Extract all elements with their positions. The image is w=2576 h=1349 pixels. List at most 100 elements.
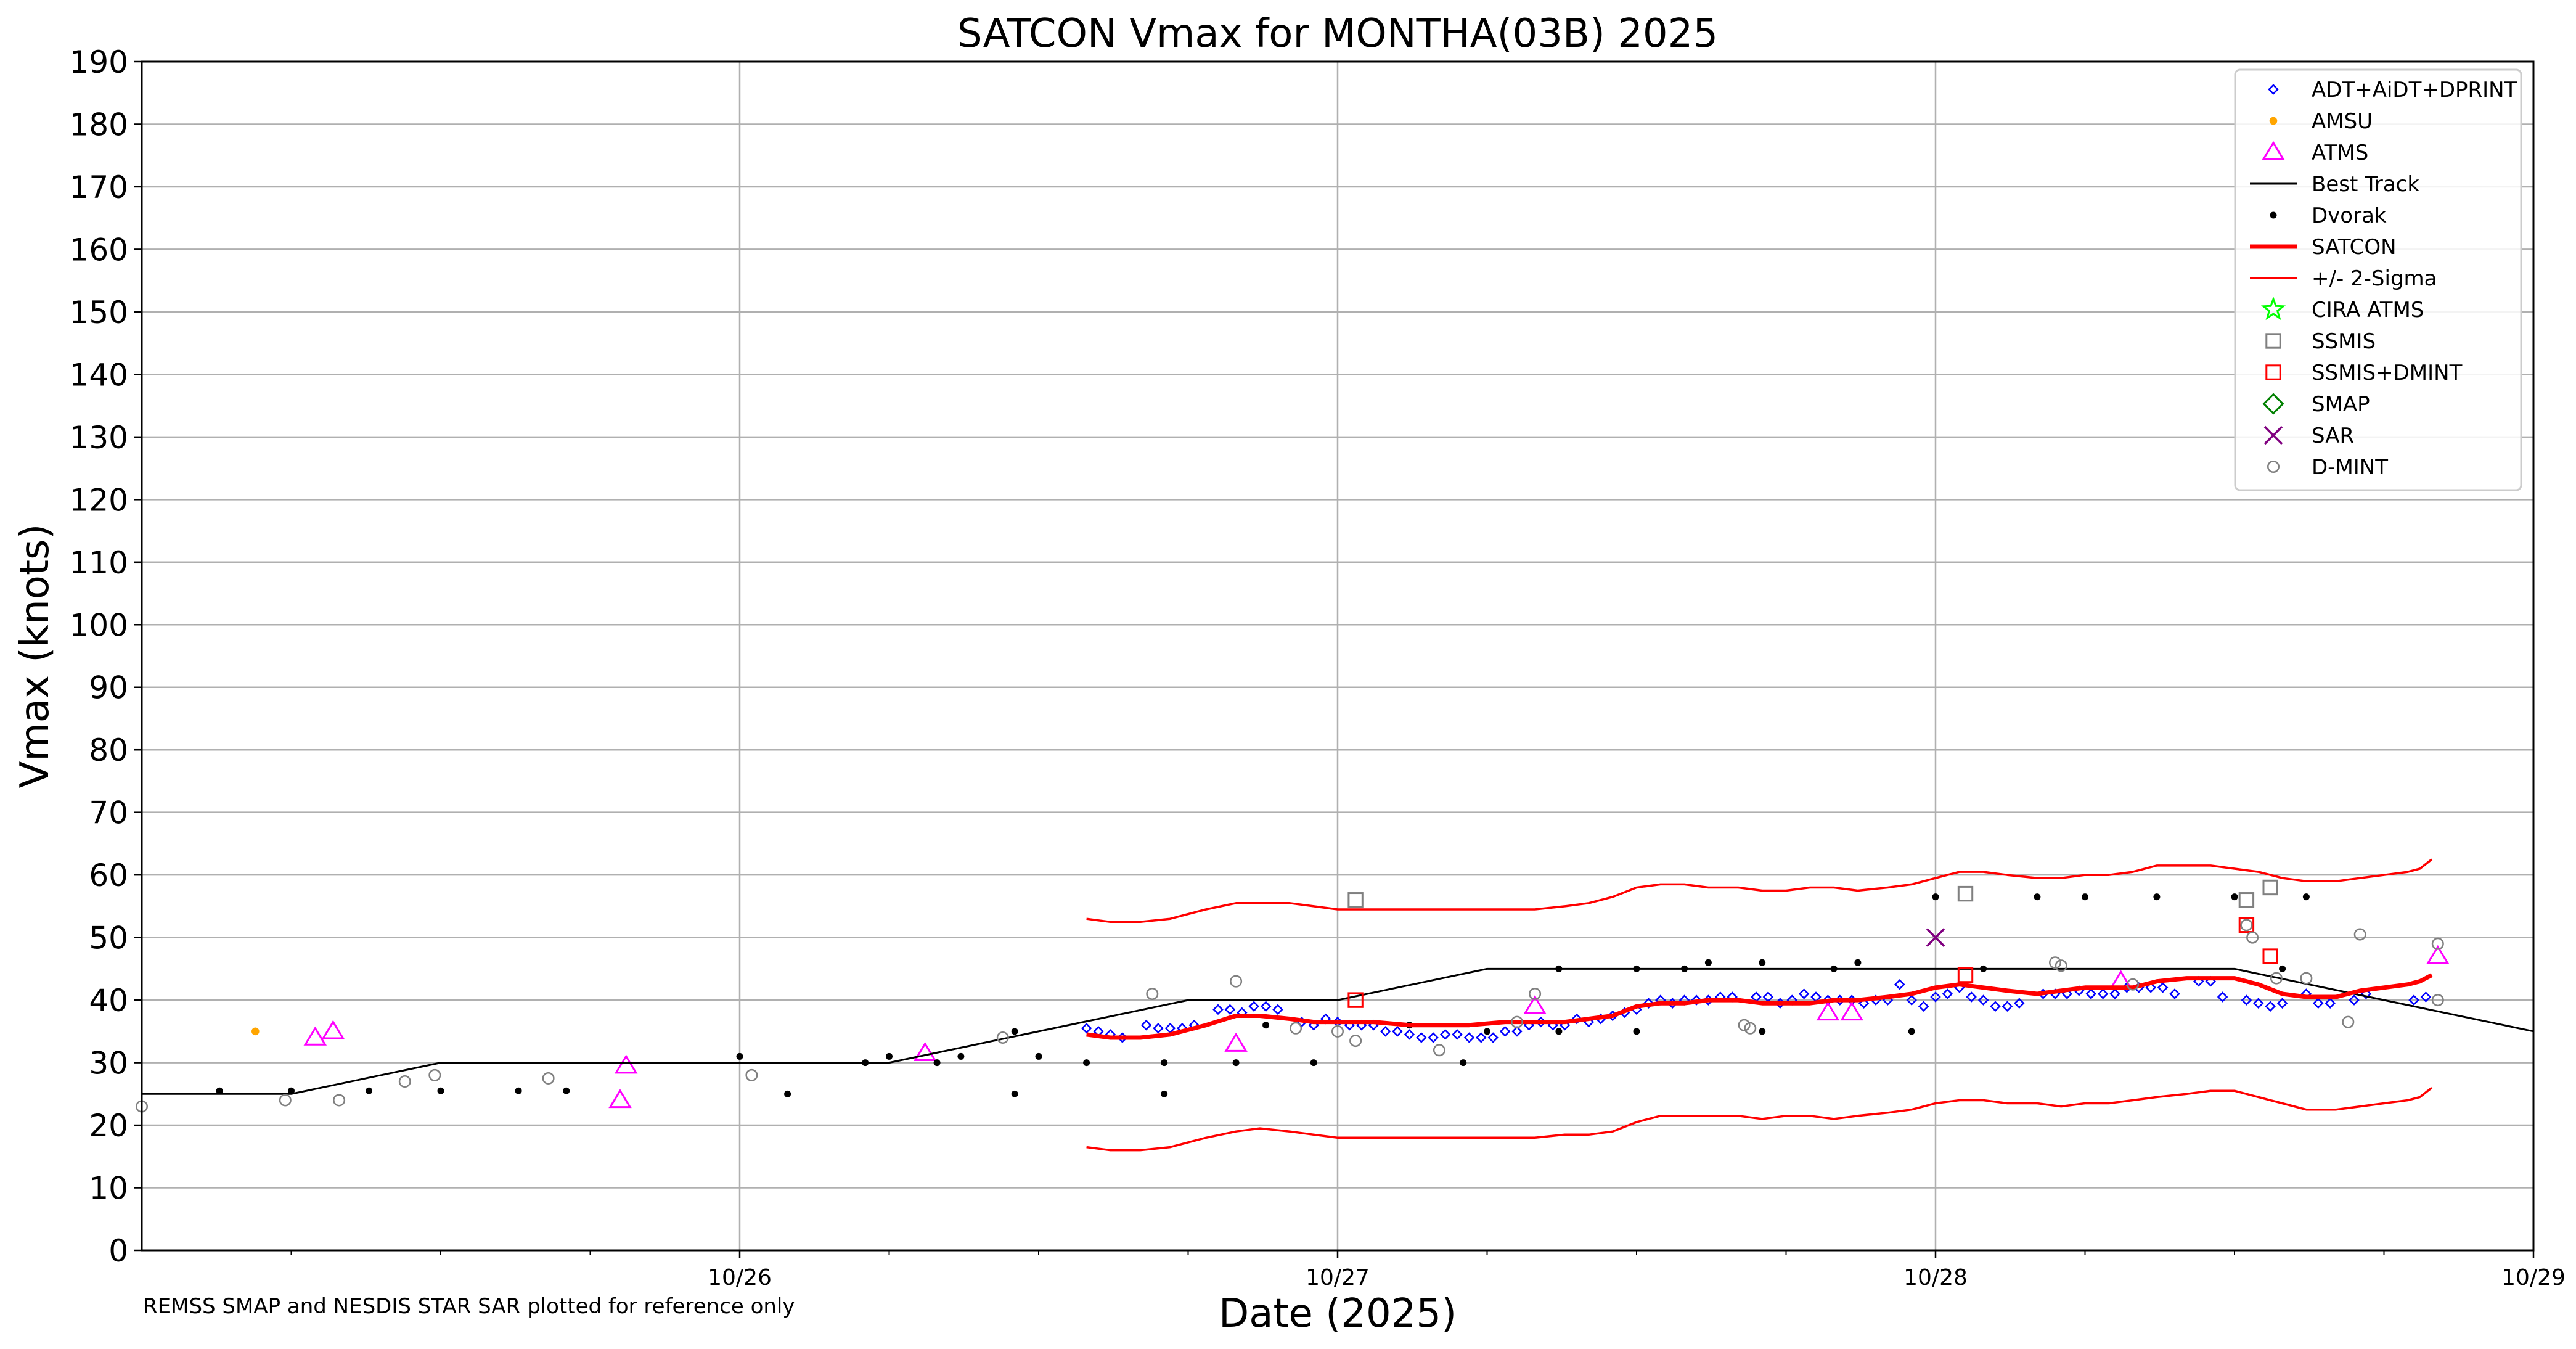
adt-aidt-dprint-point	[2014, 998, 2025, 1009]
adt-aidt-dprint-point	[2217, 991, 2228, 1003]
legend-swatch	[2263, 425, 2283, 445]
adt-aidt-dprint-point	[1930, 991, 1941, 1003]
dvorak-point	[1681, 965, 1688, 972]
x-tick-label: 10/28	[1903, 1265, 1968, 1290]
adt-aidt-dprint-point	[1990, 1001, 2001, 1012]
y-tick-label: 140	[70, 357, 128, 393]
adt-aidt-dprint-point	[1260, 1001, 1272, 1012]
d-mint-point	[745, 1068, 758, 1081]
legend-item-adt-aidt-dprint: ADT+AiDT+DPRINT	[2268, 78, 2517, 102]
atms-point	[2426, 945, 2450, 964]
dvorak-point	[2279, 965, 2286, 972]
d-mint-point	[1529, 987, 1542, 1000]
legend-label: +/- 2-Sigma	[2312, 266, 2437, 291]
plot-frame	[141, 60, 2535, 1252]
dvorak-point	[2082, 893, 2088, 901]
atms-point	[321, 1020, 345, 1039]
y-tick-label: 30	[89, 1046, 128, 1081]
legend-item-sar: SAR	[2263, 424, 2354, 448]
dvorak-point	[1633, 965, 1640, 972]
adt-aidt-dprint-point	[1966, 991, 1977, 1003]
grid-lines	[142, 60, 2535, 1252]
dvorak-point	[886, 1052, 893, 1060]
x-tick-label: 10/27	[1306, 1265, 1370, 1290]
dvorak-point	[957, 1052, 965, 1060]
y-tick-label: 80	[89, 732, 128, 768]
adt-aidt-dprint-point	[1643, 998, 1654, 1009]
adt-aidt-dprint-point	[1224, 1004, 1236, 1015]
adt-aidt-dprint-point	[2169, 988, 2180, 999]
d-mint-point	[2240, 919, 2253, 932]
y-tick-label: 90	[89, 670, 128, 706]
adt-aidt-dprint-point	[1511, 1026, 1523, 1037]
y-tick-label: 190	[70, 44, 128, 80]
atms-point	[1816, 1001, 1840, 1021]
x-axis-ticks: 10/26 10/27 10/28 10/29	[708, 1250, 2566, 1290]
dvorak-point	[1011, 1090, 1018, 1097]
atms-point	[913, 1042, 937, 1062]
chart-title: SATCON Vmax for MONTHA(03B) 2025	[957, 11, 1718, 57]
adt-aidt-dprint-point	[2325, 998, 2336, 1009]
adt-aidt-dprint-point	[1153, 1023, 1164, 1034]
reference-note: REMSS SMAP and NESDIS STAR SAR plotted f…	[143, 1294, 795, 1319]
adt-aidt-dprint-point	[1798, 988, 1810, 999]
d-mint-point	[1230, 975, 1243, 988]
adt-aidt-dprint-point	[1212, 1004, 1224, 1015]
d-mint-point	[279, 1094, 292, 1107]
legend-label: D-MINT	[2312, 455, 2388, 480]
ssmis-point	[1347, 892, 1364, 908]
legend-item-satcon: SATCON	[2250, 235, 2397, 260]
dvorak-point	[1484, 1028, 1490, 1035]
d-mint-point	[398, 1075, 411, 1088]
adt-aidt-dprint-point	[1487, 1032, 1499, 1043]
y-tick-label: 60	[89, 858, 128, 893]
dvorak-point	[1759, 959, 1766, 966]
d-mint-point	[1738, 1019, 1751, 1031]
d-mint-point	[2246, 931, 2259, 944]
y-tick-label: 130	[70, 420, 128, 456]
y-tick-label: 10	[89, 1171, 128, 1207]
dvorak-point	[1555, 1028, 1563, 1035]
d-mint-point	[1744, 1022, 1757, 1035]
y-tick-label: 50	[89, 921, 128, 956]
y-axis-label: Vmax (knots)	[12, 524, 58, 789]
adt-aidt-dprint-point	[1894, 978, 1905, 990]
d-mint-point	[2055, 959, 2067, 972]
adt-aidt-dprint-point	[1476, 1032, 1487, 1043]
legend-box	[2234, 68, 2522, 491]
legend-item-dvorak: Dvorak	[2270, 203, 2387, 228]
legend-item-best-track: Best Track	[2250, 172, 2419, 197]
atms-point	[1840, 1001, 1863, 1021]
series-dvorak	[216, 893, 2310, 1097]
legend-swatch	[2267, 461, 2280, 473]
atms-point	[614, 1054, 638, 1074]
legend-swatch	[2260, 296, 2286, 321]
d-mint-point	[2127, 978, 2140, 991]
legend-label: Dvorak	[2312, 203, 2387, 228]
dvorak-point	[1310, 1059, 1317, 1067]
y-tick-label: 170	[70, 170, 128, 205]
dvorak-point	[515, 1087, 522, 1094]
series-amsu	[251, 1027, 260, 1036]
legend-item-2-sigma: +/- 2-Sigma	[2250, 266, 2437, 291]
legend-label: ATMS	[2312, 141, 2368, 165]
y-tick-label: 0	[108, 1233, 128, 1269]
adt-aidt-dprint-point	[1428, 1032, 1439, 1043]
adt-aidt-dprint-point	[1081, 1023, 1092, 1034]
dvorak-point	[1262, 1022, 1270, 1029]
dvorak-point	[1460, 1059, 1467, 1067]
adt-aidt-dprint-point	[2157, 982, 2169, 993]
d-mint-point	[1433, 1044, 1445, 1057]
d-mint-point	[2270, 972, 2283, 985]
adt-aidt-dprint-point	[1691, 994, 1702, 1006]
series-ssmis	[1347, 879, 2278, 908]
dvorak-point	[1161, 1059, 1168, 1067]
legend-label: CIRA ATMS	[2312, 298, 2424, 322]
dvorak-point	[1854, 959, 1862, 966]
dvorak-point	[2153, 893, 2161, 901]
x-axis-label: Date (2025)	[1219, 1291, 1457, 1337]
adt-aidt-dprint-point	[2241, 994, 2252, 1006]
x-tick-label: 10/26	[708, 1265, 772, 1290]
